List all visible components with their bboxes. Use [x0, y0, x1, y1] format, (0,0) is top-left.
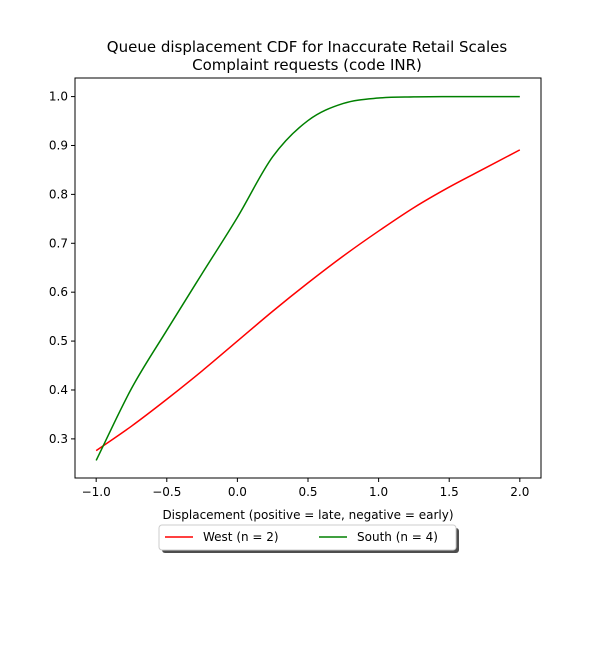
- x-tick-label: 1.0: [369, 485, 388, 499]
- legend-label-west: West (n = 2): [203, 530, 279, 544]
- y-tick-label: 0.6: [49, 285, 68, 299]
- legend: West (n = 2) South (n = 4): [158, 524, 459, 553]
- x-axis-ticks: −1.0 −0.5 0.0 0.5 1.0 1.5 2.0: [82, 478, 529, 499]
- y-tick-label: 1.0: [49, 90, 68, 104]
- x-tick-label: 2.0: [510, 485, 529, 499]
- y-tick-label: 0.7: [49, 236, 68, 250]
- series-layer: [95, 95, 521, 461]
- x-tick-label: −0.5: [152, 485, 181, 499]
- series-line-south: [95, 95, 520, 461]
- series-line-west: [95, 149, 521, 452]
- chart-title-line-1: Queue displacement CDF for Inaccurate Re…: [107, 38, 508, 56]
- x-tick-label: 1.5: [440, 485, 459, 499]
- legend-box: [158, 524, 457, 551]
- x-axis-label: Displacement (positive = late, negative …: [162, 508, 453, 522]
- plot-area-frame: [74, 77, 542, 479]
- legend-label-south: South (n = 4): [357, 530, 438, 544]
- y-tick-label: 0.4: [49, 383, 68, 397]
- y-tick-label: 0.5: [49, 334, 68, 348]
- y-axis-ticks: 0.3 0.4 0.5 0.6 0.7 0.8 0.9 1.0: [49, 90, 75, 446]
- y-tick-label: 0.3: [49, 432, 68, 446]
- x-tick-label: −1.0: [82, 485, 111, 499]
- x-tick-label: 0.5: [298, 485, 317, 499]
- y-tick-label: 0.9: [49, 138, 68, 152]
- y-tick-label: 0.8: [49, 187, 68, 201]
- x-tick-label: 0.0: [228, 485, 247, 499]
- chart-title-line-2: Complaint requests (code INR): [192, 56, 422, 74]
